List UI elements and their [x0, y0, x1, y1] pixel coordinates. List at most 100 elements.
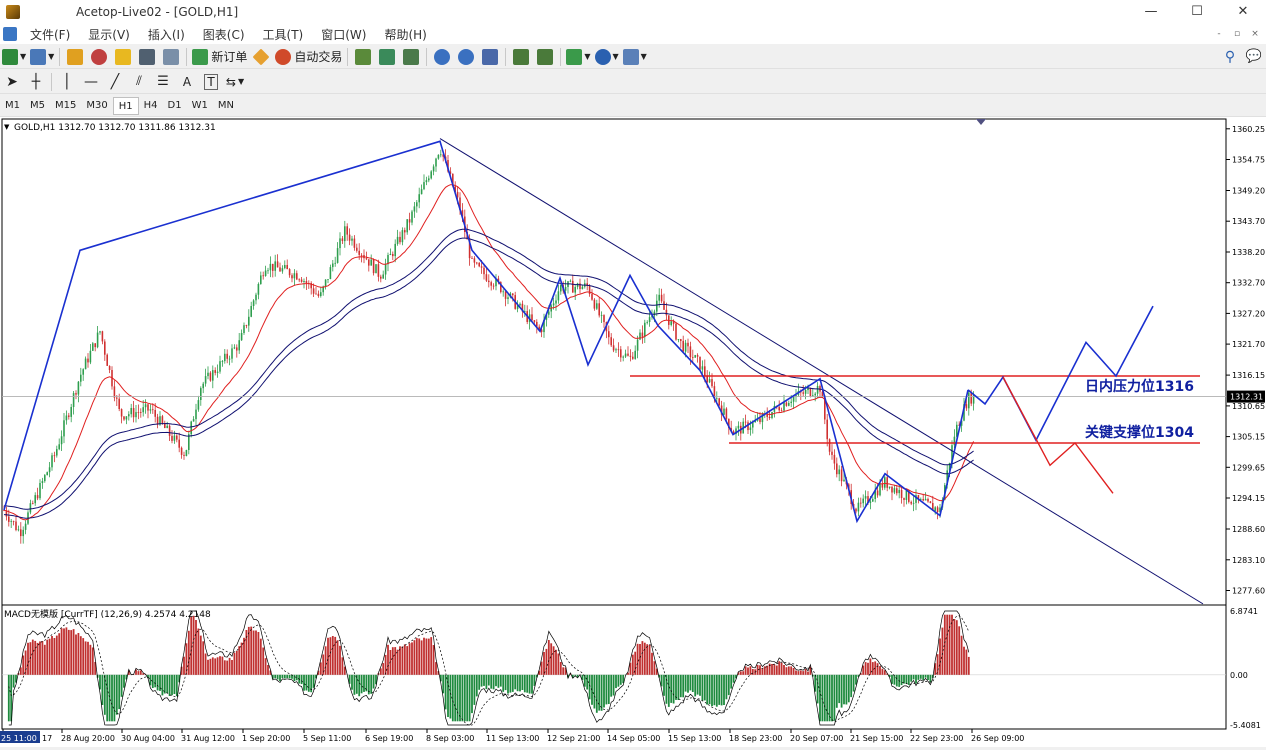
candle-body: [690, 346, 692, 357]
candlestick-button[interactable]: [377, 47, 397, 67]
candle-body: [318, 294, 320, 296]
tf-h4[interactable]: H4: [139, 97, 163, 115]
minimize-button[interactable]: —: [1128, 0, 1174, 24]
line-chart-button[interactable]: [401, 47, 421, 67]
menu-insert[interactable]: 插入(I): [139, 26, 194, 43]
trendline-button[interactable]: ╱: [105, 72, 125, 92]
cursor-button[interactable]: ➤: [2, 72, 22, 92]
candle-body: [440, 154, 442, 155]
periods-button[interactable]: ▼: [595, 47, 619, 67]
candle-body: [80, 375, 82, 382]
macd-bar: [212, 657, 214, 674]
macd-bar: [476, 675, 478, 697]
macd-bar: [75, 635, 77, 675]
candle-body: [284, 265, 286, 268]
macd-bar: [85, 641, 87, 674]
crosshair-icon: [91, 49, 107, 65]
line-studies-toolbar: ➤ ┼ │ — ╱ ⫽ ☰ A T ⇆▼: [0, 70, 1266, 94]
candle-body: [814, 394, 816, 396]
navigator-button[interactable]: [113, 47, 133, 67]
arrows-button[interactable]: ⇆▼: [225, 72, 245, 92]
text-button[interactable]: A: [177, 72, 197, 92]
menu-charts[interactable]: 图表(C): [194, 26, 254, 43]
macd-bar: [807, 672, 809, 675]
zoom-in-button[interactable]: [432, 47, 452, 67]
new-chart-button[interactable]: ▼: [2, 47, 26, 67]
chat-button[interactable]: 💬: [1244, 47, 1264, 67]
profiles-button[interactable]: ▼: [30, 47, 54, 67]
macd-bar: [392, 647, 394, 675]
mdi-minimize-button[interactable]: -: [1212, 27, 1226, 41]
tile-windows-button[interactable]: [480, 47, 500, 67]
zoom-out-button[interactable]: [456, 47, 476, 67]
menu-file[interactable]: 文件(F): [21, 26, 79, 43]
text-label-button[interactable]: T: [201, 72, 221, 92]
candle-body: [910, 502, 912, 504]
macd-bar: [73, 629, 75, 675]
tf-m5[interactable]: M5: [25, 97, 50, 115]
tf-h1[interactable]: H1: [113, 97, 139, 115]
macd-bar: [253, 631, 255, 675]
vertical-line-button[interactable]: │: [57, 72, 77, 92]
macd-bar: [66, 627, 68, 674]
autoscroll-button[interactable]: [535, 47, 555, 67]
crosshair-button[interactable]: ┼: [26, 72, 46, 92]
new-order-button[interactable]: 新订单: [192, 47, 247, 67]
menu-tools[interactable]: 工具(T): [254, 26, 313, 43]
candle-body: [788, 403, 790, 406]
candle-body: [66, 416, 68, 421]
macd-bar: [426, 639, 428, 675]
tf-w1[interactable]: W1: [187, 97, 213, 115]
horizontal-line-button[interactable]: —: [81, 72, 101, 92]
market-watch-button[interactable]: [65, 47, 85, 67]
autoscroll-icon: [537, 49, 553, 65]
auto-trading-button[interactable]: 自动交易: [275, 47, 342, 67]
mdi-close-button[interactable]: ×: [1248, 27, 1262, 41]
candle-body: [44, 475, 46, 481]
mdi-restore-button[interactable]: ▫: [1230, 27, 1244, 41]
macd-bar: [224, 660, 226, 675]
channel-button[interactable]: ⫽: [129, 72, 149, 92]
tf-mn[interactable]: MN: [213, 97, 239, 115]
menu-window[interactable]: 窗口(W): [312, 26, 375, 43]
tf-m1[interactable]: M1: [0, 97, 25, 115]
price-tick-label: 1327.20: [1232, 309, 1265, 318]
candle-body: [418, 194, 420, 202]
candle-body: [865, 496, 867, 499]
metaeditor-button[interactable]: [251, 47, 271, 67]
fibonacci-button[interactable]: ☰: [153, 72, 173, 92]
macd-bar: [759, 665, 761, 675]
indicators-button[interactable]: ▼: [566, 47, 590, 67]
terminal-button[interactable]: [137, 47, 157, 67]
bar-chart-button[interactable]: [353, 47, 373, 67]
chart-shift-button[interactable]: [511, 47, 531, 67]
tf-m15[interactable]: M15: [50, 97, 81, 115]
data-window-button[interactable]: [89, 47, 109, 67]
candle-body: [435, 159, 437, 167]
candle-body: [354, 239, 356, 248]
new-order-icon: [192, 49, 208, 65]
text-icon: A: [183, 75, 191, 89]
maximize-button[interactable]: ☐: [1174, 0, 1220, 24]
tester-button[interactable]: [161, 47, 181, 67]
macd-bar: [699, 675, 701, 696]
templates-button[interactable]: ▼: [623, 47, 647, 67]
candle-body: [634, 351, 636, 359]
search-button[interactable]: ⚲: [1220, 47, 1240, 67]
tf-m30[interactable]: M30: [81, 97, 112, 115]
macd-bar: [692, 675, 694, 692]
tf-d1[interactable]: D1: [163, 97, 187, 115]
macd-bar: [193, 616, 195, 675]
macd-bar: [896, 675, 898, 687]
close-button[interactable]: ✕: [1220, 0, 1266, 24]
menu-view[interactable]: 显示(V): [79, 26, 139, 43]
candle-body: [370, 260, 372, 266]
candle-body: [627, 354, 629, 356]
candle-body: [402, 230, 404, 242]
chart-canvas[interactable]: 1360.251354.751349.201343.701338.201332.…: [0, 117, 1266, 747]
candle-body: [404, 230, 406, 232]
menu-help[interactable]: 帮助(H): [375, 26, 435, 43]
candle-body: [176, 436, 178, 440]
candle-body: [20, 529, 22, 536]
